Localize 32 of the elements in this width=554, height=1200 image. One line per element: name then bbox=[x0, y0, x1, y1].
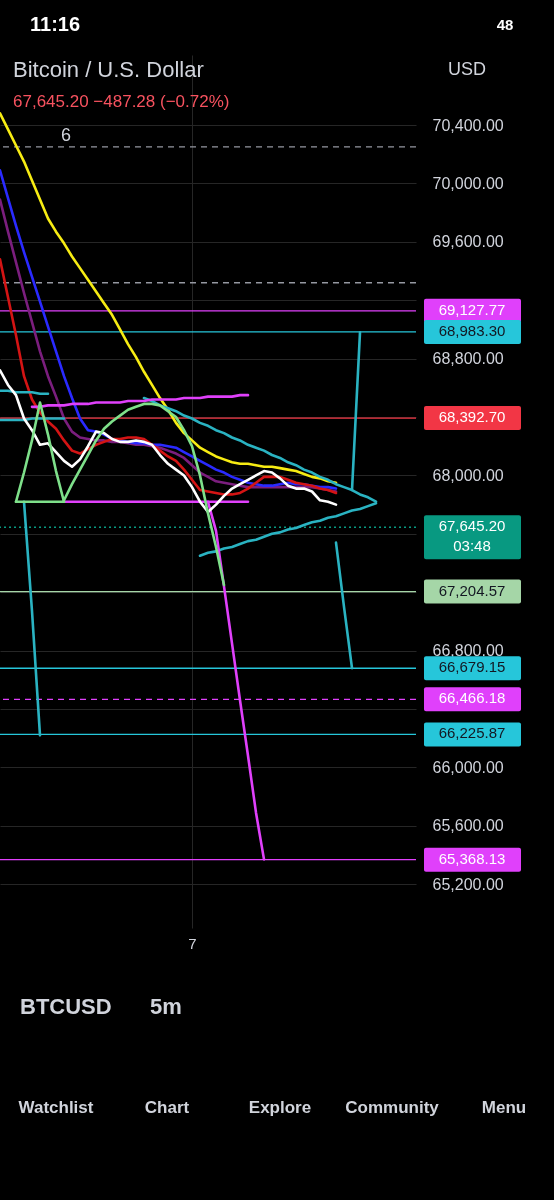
ref-line-label: 69,127.77 bbox=[438, 300, 506, 318]
y-tick-label: 66,800.00 bbox=[432, 642, 504, 660]
y-tick-label: 70,000.00 bbox=[432, 174, 504, 192]
chart-title: Bitcoin / U.S. Dollar bbox=[13, 57, 204, 82]
ref-line-label: 68,983.30 bbox=[438, 321, 506, 339]
ref-line-label: 65,368.13 bbox=[438, 849, 506, 867]
text: BTCUSD bbox=[20, 994, 112, 1019]
ref-line-label: 66,679.15 bbox=[438, 658, 506, 676]
y-tick-label: 68,000.00 bbox=[432, 466, 504, 484]
y-tick-label: 68,800.00 bbox=[432, 350, 504, 368]
y-tick-label: 69,600.00 bbox=[432, 233, 504, 251]
ref-line-label: 66,466.18 bbox=[438, 689, 506, 707]
text: USD bbox=[448, 59, 487, 79]
text: 5m bbox=[150, 994, 182, 1019]
annotation: 6 bbox=[60, 125, 72, 145]
y-tick-label: 65,600.00 bbox=[432, 817, 504, 835]
x-tick-label: 7 bbox=[188, 934, 197, 952]
ref-line-label: 67,204.57 bbox=[438, 581, 506, 599]
text: Community bbox=[345, 1098, 440, 1117]
text: 67,645.20 −487.28 (−0.72%) bbox=[13, 92, 230, 111]
text: Explore bbox=[248, 1098, 312, 1117]
text: Chart bbox=[144, 1098, 190, 1117]
text: 11:16 bbox=[30, 13, 81, 35]
ref-line-label: 67,645.20 03:48 bbox=[438, 517, 506, 555]
y-tick-label: 65,200.00 bbox=[432, 875, 504, 893]
text: Menu bbox=[481, 1098, 527, 1117]
text: 48 bbox=[496, 16, 514, 33]
y-tick-label: 66,000.00 bbox=[432, 758, 504, 776]
y-tick-label: 70,400.00 bbox=[432, 116, 504, 134]
ref-line-label: 68,392.70 bbox=[438, 408, 506, 426]
ref-line-label: 66,225.87 bbox=[438, 724, 506, 742]
text: Watchlist bbox=[18, 1098, 94, 1117]
